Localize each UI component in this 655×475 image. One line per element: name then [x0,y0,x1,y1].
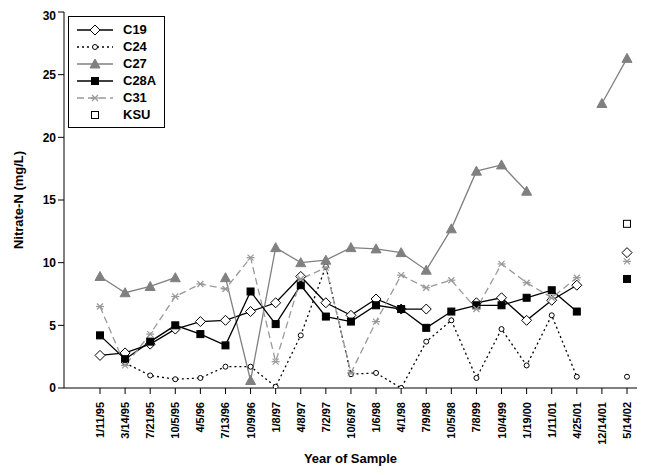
svg-text:0: 0 [49,381,56,395]
svg-text:10/4/99: 10/4/99 [496,402,508,439]
svg-text:1/11/01: 1/11/01 [546,402,558,438]
svg-text:4/8/97: 4/8/97 [295,402,307,433]
svg-text:1/19/00: 1/19/00 [521,402,533,439]
svg-text:10/9/96: 10/9/96 [245,402,257,439]
html-text:C28A: C28A [123,73,157,88]
svg-text:1/11/95: 1/11/95 [94,402,106,438]
svg-text:5/14/02: 5/14/02 [621,402,633,439]
html-text:C31: C31 [123,90,147,105]
svg-text:12/14/01: 12/14/01 [596,402,608,445]
svg-text:20: 20 [43,131,57,145]
svg-text:5: 5 [49,319,56,333]
svg-text:10: 10 [43,256,57,270]
html-text:C27: C27 [123,56,147,71]
svg-text:10/6/97: 10/6/97 [345,402,357,439]
svg-text:1/8/97: 1/8/97 [270,402,282,433]
html-text:C24: C24 [123,39,147,54]
svg-text:25: 25 [43,68,57,82]
svg-text:Nitrate-N (mg/L): Nitrate-N (mg/L) [11,151,26,249]
svg-text:Year of Sample: Year of Sample [304,451,397,466]
html-text:KSU: KSU [123,107,151,122]
svg-text:7/2/97: 7/2/97 [320,402,332,433]
svg-text:4/5/96: 4/5/96 [194,402,206,433]
svg-text:30: 30 [43,9,57,23]
svg-text:10/5/98: 10/5/98 [445,402,457,439]
svg-text:10/5/95: 10/5/95 [169,402,181,439]
svg-text:3/14/95: 3/14/95 [119,402,131,439]
svg-text:4/1/98: 4/1/98 [395,402,407,433]
svg-text:7/13/96: 7/13/96 [219,402,231,439]
svg-text:7/8/99: 7/8/99 [470,402,482,433]
svg-text:4/25/01: 4/25/01 [571,402,583,439]
svg-text:7/9/98: 7/9/98 [420,402,432,433]
svg-text:1/6/98: 1/6/98 [370,402,382,433]
html-text:C19: C19 [123,22,147,37]
svg-text:7/21/95: 7/21/95 [144,402,156,439]
svg-text:15: 15 [43,193,57,207]
